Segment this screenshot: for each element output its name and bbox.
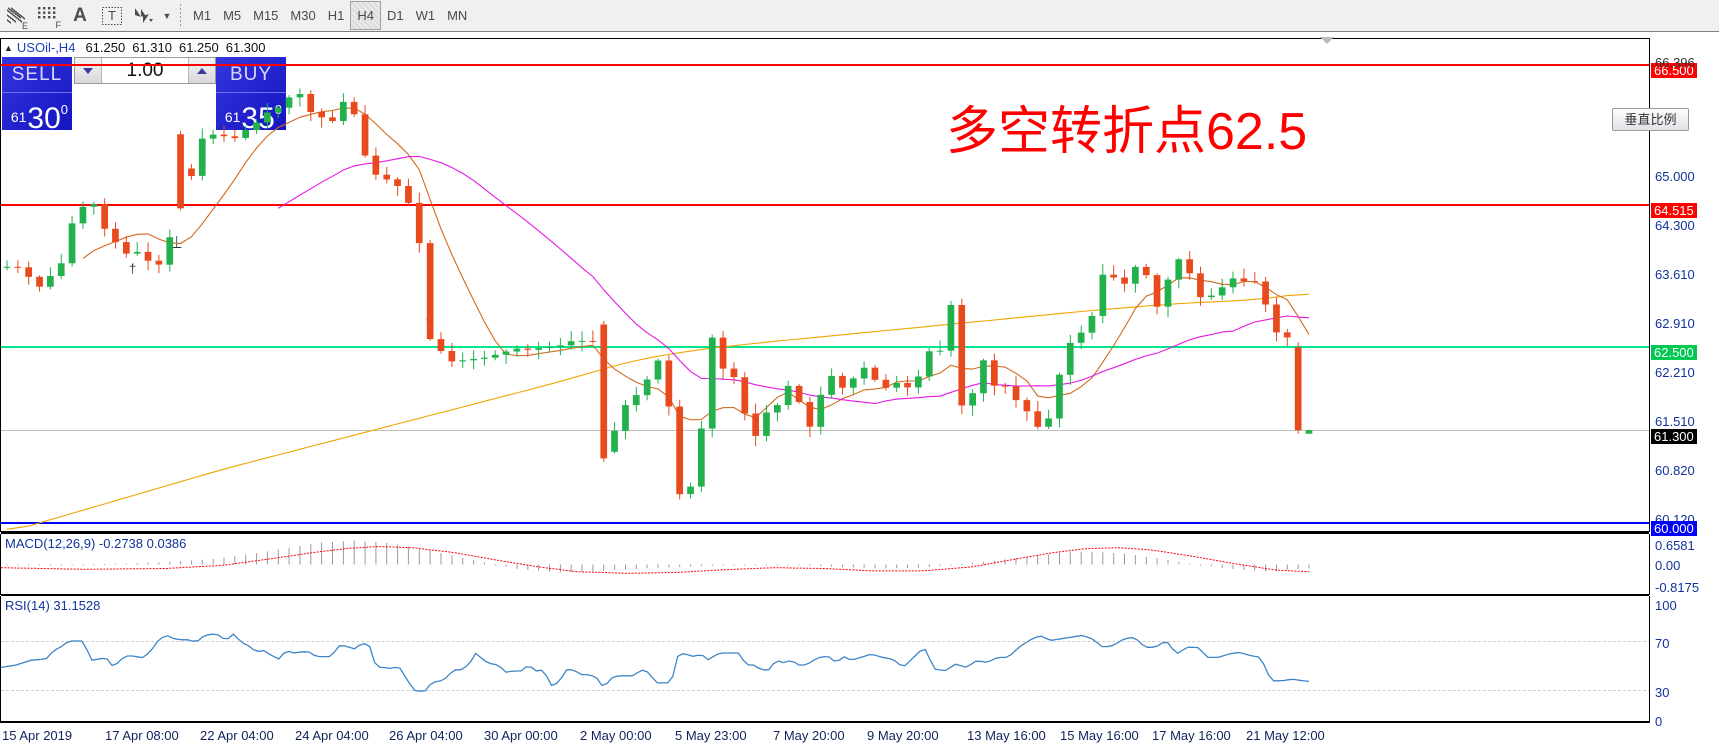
svg-text:T: T [108, 8, 116, 23]
